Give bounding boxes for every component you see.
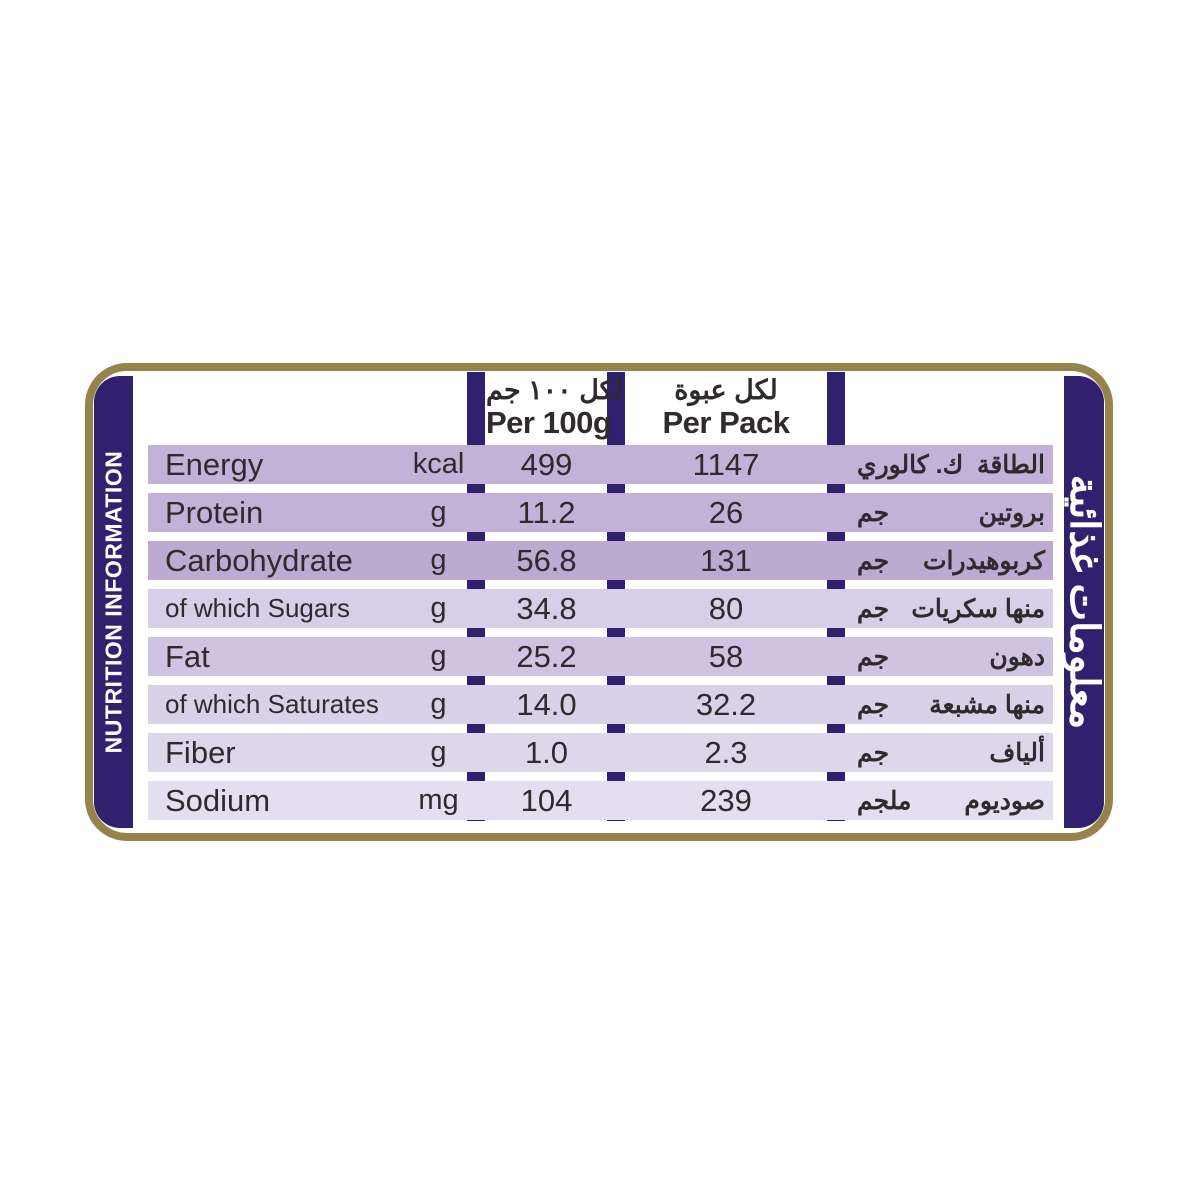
nutrient-unit-ar: جم xyxy=(857,498,890,527)
value-per-100g: 499 xyxy=(520,446,573,482)
nutrient-arabic-cell: بروتين جم xyxy=(845,498,1053,528)
value-per-100g: 34.8 xyxy=(516,590,577,626)
nutrient-name: Fiber xyxy=(165,734,236,770)
per-100g-header-ar: لكل ١٠٠ جم xyxy=(486,375,623,405)
value-per-pack: 2.3 xyxy=(704,734,748,770)
nutrient-arabic-cell: دهون جم xyxy=(845,642,1053,672)
nutrient-name-ar: دهون xyxy=(989,642,1045,671)
nutrient-name-ar: الطاقة xyxy=(976,450,1045,479)
nutrient-name-ar: بروتين xyxy=(978,498,1045,527)
nutrient-name-ar: كربوهيدرات xyxy=(923,546,1045,575)
nutrient-unit: g xyxy=(430,592,447,624)
nutrient-row: Fat g 25.2 58 دهون جم xyxy=(148,637,1053,676)
value-per-100g: 11.2 xyxy=(517,494,576,530)
value-per-100g: 104 xyxy=(520,782,573,818)
value-per-pack: 1147 xyxy=(692,446,760,482)
value-per-100g: 56.8 xyxy=(516,542,577,578)
value-per-pack: 131 xyxy=(700,542,752,578)
nutrient-name: Carbohydrate xyxy=(165,542,353,578)
nutrient-row: of which Sugars g 34.8 80 منها سكريات جم xyxy=(148,589,1053,628)
nutrient-row: of which Saturates g 14.0 32.2 منها مشبع… xyxy=(148,685,1053,724)
value-per-pack: 80 xyxy=(708,590,744,626)
nutrient-unit: g xyxy=(430,496,447,528)
nutrition-information-banner: NUTRITION INFORMATION xyxy=(94,376,133,828)
nutrient-name: Energy xyxy=(165,446,264,482)
nutrient-unit-ar: جم xyxy=(857,594,890,623)
nutrient-row: Sodium mg 104 239 صوديوم ملجم xyxy=(148,781,1053,820)
nutrient-unit: g xyxy=(430,640,447,672)
value-per-100g: 1.0 xyxy=(524,734,569,770)
nutrient-unit: g xyxy=(430,544,447,576)
value-per-pack: 239 xyxy=(700,782,752,818)
nutrient-name: Fat xyxy=(165,638,210,674)
per-pack-header-en: Per Pack xyxy=(662,405,791,440)
value-per-pack: 26 xyxy=(708,494,744,530)
nutrient-unit: g xyxy=(430,688,447,720)
value-per-pack: 58 xyxy=(708,638,744,674)
nutrient-name-ar: ألياف xyxy=(989,738,1045,767)
nutrition-information-text: NUTRITION INFORMATION xyxy=(100,450,126,754)
per-100g-header: لكل ١٠٠ جم Per 100g xyxy=(486,375,623,441)
nutrient-unit-ar: ك. كالوري xyxy=(857,450,964,479)
per-100g-header-en: Per 100g xyxy=(486,405,612,440)
nutrient-row: Energy kcal 499 1147 الطاقة ك. كالوري xyxy=(148,445,1053,484)
nutrient-row: Carbohydrate g 56.8 131 كربوهيدرات جم xyxy=(148,541,1053,580)
nutrient-name: of which Saturates xyxy=(165,689,379,719)
value-per-100g: 14.0 xyxy=(516,686,577,722)
arabic-info-banner: معلومات غذائية xyxy=(1062,376,1106,828)
nutrition-label: NUTRITION INFORMATION معلومات غذائية لكل… xyxy=(85,363,1113,841)
nutrient-arabic-cell: صوديوم ملجم xyxy=(845,786,1053,816)
nutrient-name-ar: صوديوم xyxy=(964,786,1045,815)
nutrient-name-ar: منها مشبعة xyxy=(929,690,1045,719)
nutrient-unit-ar: جم xyxy=(857,546,890,575)
nutrient-arabic-cell: كربوهيدرات جم xyxy=(845,546,1053,576)
per-pack-header: لكل عبوة Per Pack xyxy=(625,375,827,441)
nutrient-arabic-cell: ألياف جم xyxy=(845,738,1053,768)
nutrient-unit-ar: جم xyxy=(857,738,890,767)
arabic-info-text: معلومات غذائية xyxy=(1062,474,1106,730)
nutrient-unit-ar: جم xyxy=(857,642,890,671)
nutrient-unit: mg xyxy=(418,784,459,816)
nutrient-unit-ar: ملجم xyxy=(857,786,912,815)
nutrient-name: Protein xyxy=(165,494,264,530)
nutrient-name: Sodium xyxy=(165,782,271,818)
value-per-pack: 32.2 xyxy=(695,686,757,722)
nutrient-unit-ar: جم xyxy=(857,690,890,719)
value-per-100g: 25.2 xyxy=(516,638,577,674)
nutrient-unit: kcal xyxy=(412,448,465,480)
nutrient-name-ar: منها سكريات xyxy=(911,594,1045,623)
nutrient-arabic-cell: منها مشبعة جم xyxy=(845,690,1053,720)
per-pack-header-ar: لكل عبوة xyxy=(674,375,778,405)
nutrient-rows: Energy kcal 499 1147 الطاقة ك. كالوري Pr… xyxy=(148,445,1053,829)
nutrient-name: of which Sugars xyxy=(165,593,350,623)
nutrient-arabic-cell: منها سكريات جم xyxy=(845,594,1053,624)
nutrient-row: Fiber g 1.0 2.3 ألياف جم xyxy=(148,733,1053,772)
nutrient-arabic-cell: الطاقة ك. كالوري xyxy=(845,450,1053,480)
nutrient-unit: g xyxy=(430,736,447,768)
nutrient-row: Protein g 11.2 26 بروتين جم xyxy=(148,493,1053,532)
